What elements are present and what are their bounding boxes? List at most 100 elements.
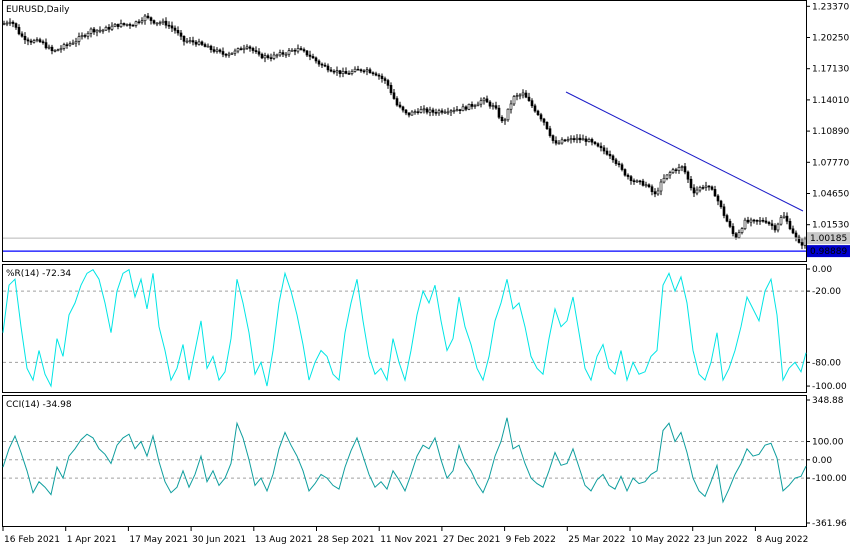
price-candle-body: [683, 166, 687, 173]
price-candle-body: [248, 46, 252, 49]
price-candle-body: [326, 65, 330, 71]
price-candle-body: [746, 219, 750, 223]
price-candle-body: [794, 232, 798, 238]
price-candle-body: [647, 184, 651, 188]
price-candle-body: [587, 139, 591, 142]
cci-ytick-label: 0.00: [812, 456, 832, 466]
price-candle-body: [482, 98, 486, 102]
price-candle-body: [749, 219, 753, 223]
price-candle-body: [311, 56, 315, 59]
price-ytick-label: 1.07770: [812, 158, 849, 168]
price-candle-body: [440, 110, 444, 113]
price-candle-body: [503, 119, 507, 122]
price-candle-body: [323, 64, 327, 67]
price-candle-body: [617, 163, 621, 166]
price-candle-body: [308, 54, 312, 57]
price-candle-body: [116, 24, 120, 27]
price-candle-body: [461, 106, 465, 111]
price-candle-body: [35, 39, 39, 41]
price-candle-body: [665, 174, 669, 179]
price-candle-body: [212, 49, 216, 52]
price-candle-body: [500, 116, 504, 122]
price-panel: 1.23370 1.20250 1.17130 1.14010 1.10890 1.077…: [2, 2, 850, 258]
price-candle-body: [515, 95, 519, 97]
price-ytick-label: 1.01530: [812, 221, 849, 231]
price-candle-body: [11, 21, 15, 24]
price-candle-body: [629, 176, 633, 181]
price-candle-body: [68, 43, 72, 46]
price-candle-body: [446, 111, 450, 114]
price-candle-body: [224, 54, 228, 56]
cci-panel: 348.88 100.00 0.00 -100.00 -361.96: [2, 396, 847, 529]
price-candle-body: [458, 109, 462, 112]
price-candle-body: [464, 106, 468, 110]
price-candle-body: [410, 111, 414, 116]
price-candle-body: [653, 191, 657, 195]
price-candle-body: [578, 137, 582, 141]
price-candle-body: [104, 27, 108, 31]
price-candle-body: [41, 41, 45, 44]
xtick-label: 11 Nov 2021: [380, 535, 438, 545]
price-candle-body: [467, 104, 471, 110]
price-candle-body: [128, 24, 132, 26]
price-candle-body: [776, 223, 780, 231]
price-candle-body: [800, 242, 804, 246]
price-candle-body: [608, 153, 612, 157]
price-candle-body: [182, 35, 186, 42]
price-ytick-label: 1.23370: [812, 2, 849, 12]
xtick-label: 23 Jun 2022: [694, 535, 748, 545]
price-candle-body: [755, 220, 759, 222]
price-candle-body: [77, 36, 81, 42]
price-candle-body: [74, 41, 78, 44]
price-candle-body: [392, 92, 396, 99]
price-candle-body: [686, 171, 690, 180]
price-candle-body: [317, 60, 321, 65]
price-candle-body: [416, 111, 420, 113]
price-candle-body: [242, 47, 246, 50]
price-candle-body: [131, 24, 135, 27]
price-candle-body: [713, 189, 717, 197]
price-candle-body: [596, 143, 600, 147]
price-candle-body: [569, 138, 573, 140]
price-candle-body: [335, 70, 339, 73]
wpr-ytick-label: -100.00: [812, 382, 847, 392]
price-candle-body: [281, 52, 285, 55]
price-candle-body: [194, 41, 198, 45]
cci-series-line: [2, 417, 807, 504]
cci-panel-title: CCI(14) -34.98: [6, 400, 72, 410]
price-candle-body: [59, 48, 63, 50]
price-candle-body: [623, 169, 627, 176]
price-candle-body: [113, 24, 117, 27]
price-candle-body: [692, 187, 696, 194]
price-candle-body: [149, 17, 153, 21]
price-candle-body: [545, 122, 549, 129]
price-candle-body: [161, 20, 165, 24]
price-candle-body: [197, 41, 201, 45]
price-candle-body: [680, 166, 684, 168]
price-candle-body: [728, 220, 732, 227]
price-candle-body: [305, 50, 309, 56]
price-candle-body: [359, 69, 363, 72]
price-candle-body: [803, 238, 807, 246]
price-candle-body: [80, 35, 84, 37]
price-candle-body: [269, 57, 273, 59]
price-candle-body: [719, 200, 723, 208]
price-candle-body: [767, 222, 771, 225]
price-candle-body: [551, 135, 555, 141]
price-candle-body: [56, 49, 60, 51]
bid-price-tag: [807, 232, 850, 245]
wpr-panel-frame: [2, 264, 807, 393]
price-candle-body: [773, 225, 777, 231]
price-candle-body: [233, 50, 237, 54]
price-candle-body: [449, 110, 453, 113]
price-candle-body: [512, 96, 516, 105]
price-candle-body: [209, 45, 213, 50]
price-candle-body: [473, 105, 477, 107]
price-candle-body: [365, 69, 369, 72]
price-candle-body: [425, 108, 429, 113]
price-candle-body: [518, 94, 522, 97]
price-candle-body: [329, 69, 333, 72]
price-candle-body: [278, 52, 282, 56]
x-axis: 16 Feb 2021 1 Apr 2021 17 May 2021 30 Jun 2…: [2, 527, 808, 545]
price-panel-frame: [2, 0, 807, 262]
